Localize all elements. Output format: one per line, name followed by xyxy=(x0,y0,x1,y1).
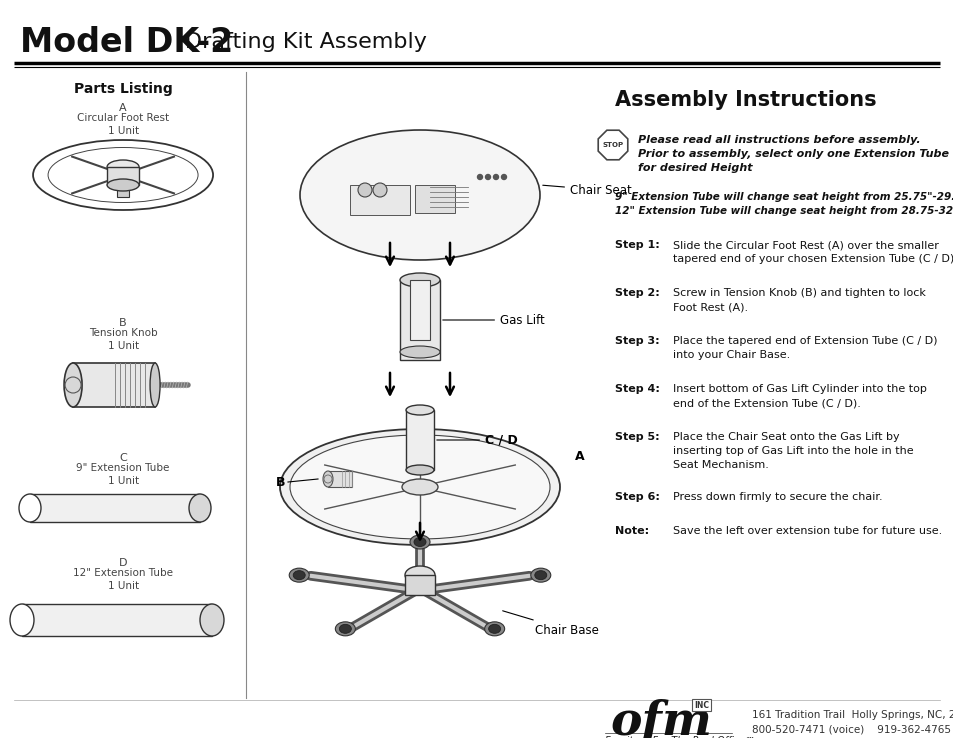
FancyBboxPatch shape xyxy=(410,280,430,340)
Text: Model DK-2: Model DK-2 xyxy=(20,26,233,58)
Ellipse shape xyxy=(530,568,550,582)
FancyBboxPatch shape xyxy=(405,575,435,595)
Ellipse shape xyxy=(414,537,426,547)
Ellipse shape xyxy=(299,130,539,260)
Text: Slide the Circular Foot Rest (A) over the smaller
tapered end of your chosen Ext: Slide the Circular Foot Rest (A) over th… xyxy=(672,240,953,264)
Text: 161 Tradition Trail  Holly Springs, NC, 27540: 161 Tradition Trail Holly Springs, NC, 2… xyxy=(751,710,953,720)
FancyBboxPatch shape xyxy=(406,410,434,470)
Text: A: A xyxy=(575,450,584,463)
Text: Step 3:: Step 3: xyxy=(615,336,659,346)
Ellipse shape xyxy=(401,479,437,495)
Ellipse shape xyxy=(406,465,434,475)
Text: Insert bottom of Gas Lift Cylinder into the top
end of the Extension Tube (C / D: Insert bottom of Gas Lift Cylinder into … xyxy=(672,384,926,408)
Ellipse shape xyxy=(399,273,439,287)
Circle shape xyxy=(373,183,387,197)
Ellipse shape xyxy=(290,435,550,539)
Text: Note:: Note: xyxy=(615,526,648,536)
Text: INC: INC xyxy=(693,700,708,709)
FancyBboxPatch shape xyxy=(107,167,139,185)
Ellipse shape xyxy=(484,622,504,636)
Text: Assembly Instructions: Assembly Instructions xyxy=(615,90,876,110)
Ellipse shape xyxy=(280,429,559,545)
Text: Place the tapered end of Extension Tube (C / D)
into your Chair Base.: Place the tapered end of Extension Tube … xyxy=(672,336,937,360)
Circle shape xyxy=(501,174,506,179)
Text: Circular Foot Rest
1 Unit: Circular Foot Rest 1 Unit xyxy=(77,113,169,137)
Ellipse shape xyxy=(339,624,351,633)
Circle shape xyxy=(477,174,482,179)
Text: C: C xyxy=(119,453,127,463)
Text: Screw in Tension Knob (B) and tighten to lock
Foot Rest (A).: Screw in Tension Knob (B) and tighten to… xyxy=(672,288,925,312)
Ellipse shape xyxy=(335,622,355,636)
Ellipse shape xyxy=(488,624,500,633)
Ellipse shape xyxy=(399,346,439,358)
Text: Place the Chair Seat onto the Gas Lift by
inserting top of Gas Lift into the hol: Place the Chair Seat onto the Gas Lift b… xyxy=(672,432,913,470)
Ellipse shape xyxy=(189,494,211,522)
Text: Chair Seat: Chair Seat xyxy=(542,184,631,196)
FancyBboxPatch shape xyxy=(30,494,200,522)
Text: B: B xyxy=(275,475,285,489)
Text: Drafting Kit Assembly: Drafting Kit Assembly xyxy=(185,32,426,52)
FancyBboxPatch shape xyxy=(22,604,212,636)
Ellipse shape xyxy=(289,568,309,582)
FancyBboxPatch shape xyxy=(415,185,455,213)
Text: Press down firmly to secure the chair.: Press down firmly to secure the chair. xyxy=(672,492,882,502)
Circle shape xyxy=(357,183,372,197)
Text: Furniture For The Real Office™: Furniture For The Real Office™ xyxy=(604,736,755,738)
Text: ofm: ofm xyxy=(609,699,711,738)
Ellipse shape xyxy=(107,160,139,174)
Text: 9" Extension Tube
1 Unit: 9" Extension Tube 1 Unit xyxy=(76,463,170,486)
Text: 12" Extension Tube
1 Unit: 12" Extension Tube 1 Unit xyxy=(73,568,172,591)
Text: Parts Listing: Parts Listing xyxy=(73,82,172,96)
Text: Gas Lift: Gas Lift xyxy=(442,314,544,326)
Circle shape xyxy=(485,174,490,179)
Text: B: B xyxy=(119,318,127,328)
Ellipse shape xyxy=(200,604,224,636)
Text: Chair Base: Chair Base xyxy=(502,611,598,636)
Ellipse shape xyxy=(323,471,333,487)
Ellipse shape xyxy=(64,363,82,407)
FancyBboxPatch shape xyxy=(350,185,410,215)
Text: A: A xyxy=(119,103,127,113)
Ellipse shape xyxy=(19,494,41,522)
Text: STOP: STOP xyxy=(601,142,623,148)
FancyBboxPatch shape xyxy=(399,280,439,360)
Text: Please read all instructions before assembly.
Prior to assembly, select only one: Please read all instructions before asse… xyxy=(638,135,948,173)
FancyBboxPatch shape xyxy=(73,363,155,407)
FancyBboxPatch shape xyxy=(117,183,129,197)
Text: 9" Extension Tube will change seat height from 25.75"-29.5"
12" Extension Tube w: 9" Extension Tube will change seat heigh… xyxy=(615,192,953,216)
Ellipse shape xyxy=(10,604,34,636)
Text: 800-520-7471 (voice)    919-362-4765 (fax): 800-520-7471 (voice) 919-362-4765 (fax) xyxy=(751,724,953,734)
Text: Tension Knob
1 Unit: Tension Knob 1 Unit xyxy=(89,328,157,351)
Text: Save the left over extension tube for future use.: Save the left over extension tube for fu… xyxy=(672,526,942,536)
FancyBboxPatch shape xyxy=(328,471,352,487)
Text: D: D xyxy=(119,558,127,568)
Circle shape xyxy=(493,174,498,179)
Ellipse shape xyxy=(410,535,430,549)
Text: C / D: C / D xyxy=(436,433,517,446)
Polygon shape xyxy=(598,130,627,160)
Text: Step 5:: Step 5: xyxy=(615,432,659,442)
Text: Step 4:: Step 4: xyxy=(615,384,659,394)
Ellipse shape xyxy=(293,570,305,579)
Ellipse shape xyxy=(535,570,546,579)
Ellipse shape xyxy=(107,179,139,191)
Ellipse shape xyxy=(406,405,434,415)
Text: Step 6:: Step 6: xyxy=(615,492,659,502)
Text: Step 1:: Step 1: xyxy=(615,240,659,250)
Ellipse shape xyxy=(405,566,435,584)
Text: Step 2:: Step 2: xyxy=(615,288,659,298)
Ellipse shape xyxy=(150,363,160,407)
